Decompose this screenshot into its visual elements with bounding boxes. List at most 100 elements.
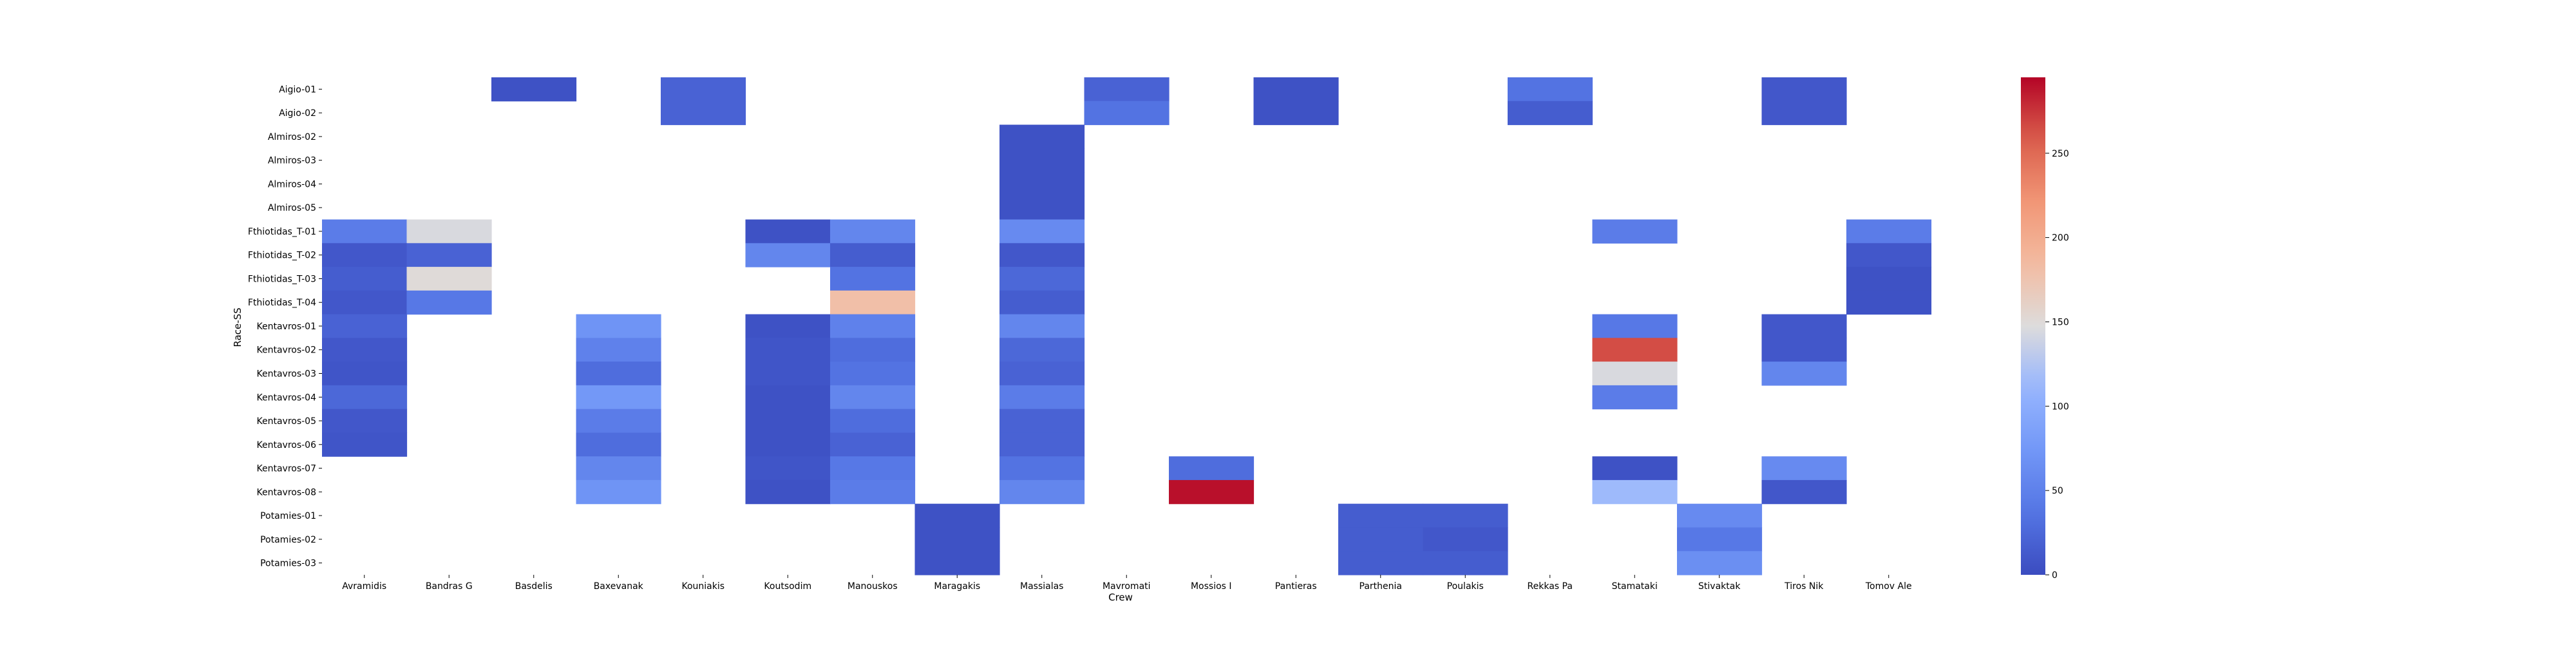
heatmap-cell-Fthiotidas_T-04-Bandras G xyxy=(406,290,492,315)
heatmap-cell-Kentavros-05-Koutsodim xyxy=(745,409,831,433)
y-axis-ticks: Aigio-01 Aigio-02 Almiros-02 Almiros-03 Almi… xyxy=(248,84,322,569)
x-tick-label: Rekkas Pa xyxy=(1528,581,1573,592)
heatmap-cell-Kentavros-03-Avramidis xyxy=(322,362,408,386)
x-tick-label: Massialas xyxy=(1020,581,1063,592)
heatmap-cell-Kentavros-06-Massialas xyxy=(999,432,1085,457)
heatmap-cell-Kentavros-02-Manouskos xyxy=(830,338,916,362)
x-tick-label: Manouskos xyxy=(848,581,898,592)
heatmap-cell-Fthiotidas_T-01-Massialas xyxy=(999,219,1085,244)
x-tick-label: Kouniakis xyxy=(681,581,724,592)
heatmap-cell-Kentavros-03-Koutsodim xyxy=(745,362,831,386)
heatmap-cell-Kentavros-08-Baxevanak xyxy=(576,479,661,505)
heatmap-cell-Aigio-01-Kouniakis xyxy=(661,77,746,102)
x-axis-ticks: Avramidis Bandras G Basdelis Baxevanak Kouni… xyxy=(342,574,1912,592)
heatmap-cell-Fthiotidas_T-03-Manouskos xyxy=(830,267,916,291)
heatmap-cell-Fthiotidas_T-01-Avramidis xyxy=(322,219,408,244)
heatmap-cell-Fthiotidas_T-03-Bandras G xyxy=(406,267,492,291)
heatmap-cell-Potamies-03-Maragakis xyxy=(914,551,1000,575)
heatmap-cell-Kentavros-04-Avramidis xyxy=(322,385,408,410)
heatmap-cell-Fthiotidas_T-03-Tomov Ale xyxy=(1846,267,1932,291)
colorbar xyxy=(2021,77,2045,575)
y-tick-label: Potamies-01 xyxy=(260,511,316,521)
heatmap-cell-Kentavros-04-Koutsodim xyxy=(745,385,831,410)
heatmap-cell-Fthiotidas_T-02-Tomov Ale xyxy=(1846,243,1932,267)
x-tick-label: Bandras G xyxy=(426,581,473,592)
heatmap-cell-Kentavros-06-Baxevanak xyxy=(576,432,661,457)
heatmap-cell-Kentavros-03-Massialas xyxy=(999,362,1085,386)
x-tick-label: Parthenia xyxy=(1359,581,1402,592)
x-tick-label: Tomov Ale xyxy=(1865,581,1912,592)
heatmap-cell-Kentavros-01-Tiros Nik xyxy=(1761,314,1847,338)
heatmap-cell-Aigio-02-Pantieras xyxy=(1253,101,1339,126)
heatmap-cell-Aigio-01-Tiros Nik xyxy=(1761,77,1847,102)
heatmap-cell-Potamies-03-Poulakis xyxy=(1423,551,1508,575)
heatmap-cell-Kentavros-05-Massialas xyxy=(999,409,1085,433)
y-tick-label: Almiros-05 xyxy=(268,203,316,213)
heatmap-cell-Kentavros-07-Stamataki xyxy=(1592,456,1678,481)
heatmap-cell-Kentavros-02-Avramidis xyxy=(322,338,408,362)
heatmap-cell-Fthiotidas_T-03-Avramidis xyxy=(322,267,408,291)
heatmap-cell-Kentavros-07-Mossios I xyxy=(1169,456,1255,481)
heatmap-cell-Potamies-03-Stivaktak xyxy=(1677,551,1763,575)
colorbar-tick-label: 150 xyxy=(2052,317,2069,327)
heatmap-cell-Kentavros-01-Avramidis xyxy=(322,314,408,338)
heatmap-cell-Kentavros-01-Manouskos xyxy=(830,314,916,338)
y-axis-label: Race-SS xyxy=(232,307,243,347)
heatmap-cell-Potamies-02-Stivaktak xyxy=(1677,527,1763,552)
heatmap-cell-Kentavros-06-Koutsodim xyxy=(745,432,831,457)
y-tick-label: Fthiotidas_T-02 xyxy=(248,251,316,261)
heatmap-cell-Almiros-02-Massialas xyxy=(999,124,1085,149)
y-tick-label: Fthiotidas_T-03 xyxy=(248,274,316,284)
heatmap-cell-Fthiotidas_T-01-Manouskos xyxy=(830,219,916,244)
heatmap-cell-Kentavros-06-Manouskos xyxy=(830,432,916,457)
heatmap-cell-Kentavros-05-Manouskos xyxy=(830,409,916,433)
heatmap-cell-Aigio-02-Tiros Nik xyxy=(1761,101,1847,126)
y-tick-label: Kentavros-01 xyxy=(257,322,317,332)
colorbar-tick-label: 200 xyxy=(2052,233,2069,244)
heatmap-cell-Kentavros-02-Stamataki xyxy=(1592,338,1678,362)
heatmap-cell-Kentavros-07-Tiros Nik xyxy=(1761,456,1847,481)
y-tick-label: Kentavros-04 xyxy=(257,392,317,403)
heatmap-cell-Kentavros-01-Koutsodim xyxy=(745,314,831,338)
heatmap-cell-Kentavros-01-Stamataki xyxy=(1592,314,1678,338)
x-tick-label: Maragakis xyxy=(934,581,980,592)
y-tick-label: Fthiotidas_T-01 xyxy=(248,227,316,237)
x-tick-label: Tiros Nik xyxy=(1784,581,1824,592)
heatmap-cell-Fthiotidas_T-02-Massialas xyxy=(999,243,1085,267)
y-tick-label: Kentavros-08 xyxy=(257,487,317,497)
heatmap-cell-Kentavros-03-Tiros Nik xyxy=(1761,362,1847,386)
heatmap-cell-Potamies-01-Poulakis xyxy=(1423,503,1508,528)
x-tick-label: Mossios I xyxy=(1191,581,1232,592)
y-tick-label: Kentavros-02 xyxy=(257,345,317,356)
y-tick-label: Almiros-04 xyxy=(268,179,316,189)
heatmap-cell-Fthiotidas_T-04-Manouskos xyxy=(830,290,916,315)
y-tick-label: Aigio-02 xyxy=(279,108,316,119)
heatmap-cell-Kentavros-04-Manouskos xyxy=(830,385,916,410)
heatmap-cell-Fthiotidas_T-03-Massialas xyxy=(999,267,1085,291)
x-axis-label: Crew xyxy=(1108,592,1133,603)
x-tick-label: Basdelis xyxy=(515,581,553,592)
heatmap-cell-Kentavros-08-Massialas xyxy=(999,479,1085,505)
heatmap-cell-Kentavros-02-Koutsodim xyxy=(745,338,831,362)
y-tick-label: Kentavros-05 xyxy=(257,416,317,427)
y-tick-label: Kentavros-06 xyxy=(257,440,317,450)
heatmap-cell-Potamies-01-Stivaktak xyxy=(1677,503,1763,528)
heatmap-cell-Aigio-01-Mavromati xyxy=(1084,77,1170,102)
y-tick-label: Kentavros-07 xyxy=(257,464,317,474)
heatmap-cell-Fthiotidas_T-02-Koutsodim xyxy=(745,243,831,267)
y-tick-label: Potamies-03 xyxy=(260,559,316,569)
colorbar-ticks: 0 50 100 150 200 250 xyxy=(2045,149,2069,581)
heatmap-cell-Kentavros-05-Baxevanak xyxy=(576,409,661,433)
x-tick-label: Pantieras xyxy=(1275,581,1317,592)
heatmap-cell-Kentavros-08-Manouskos xyxy=(830,479,916,505)
heatmap-cell-Kentavros-08-Stamataki xyxy=(1592,479,1678,505)
heatmap-cell-Almiros-04-Massialas xyxy=(999,172,1085,197)
heatmap-cell-Fthiotidas_T-02-Avramidis xyxy=(322,243,408,267)
x-tick-label: Baxevanak xyxy=(594,581,644,592)
heatmap-cell-Potamies-03-Parthenia xyxy=(1338,551,1424,575)
heatmap-cell-Aigio-01-Basdelis xyxy=(491,77,577,102)
heatmap-cell-Aigio-02-Mavromati xyxy=(1084,101,1170,126)
heatmap-cell-Kentavros-01-Baxevanak xyxy=(576,314,661,338)
heatmap-cell-Potamies-01-Maragakis xyxy=(914,503,1000,528)
